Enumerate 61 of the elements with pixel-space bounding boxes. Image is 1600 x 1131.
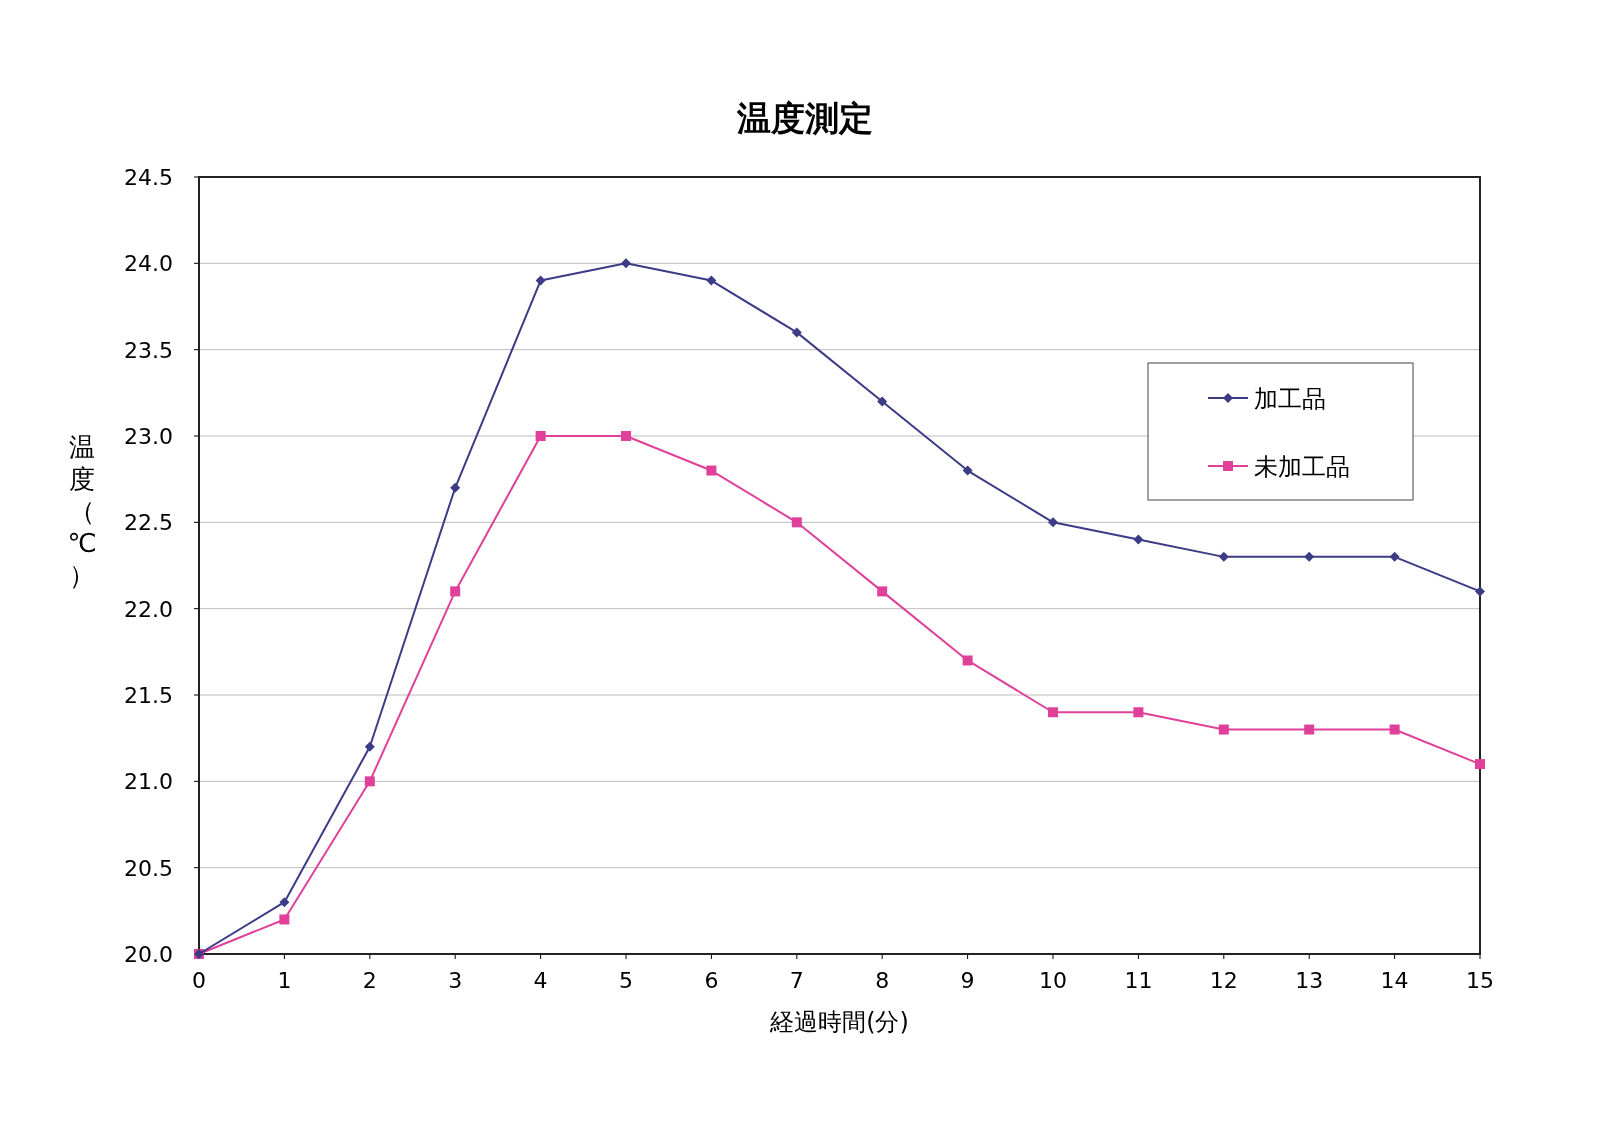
x-tick-label: 7	[789, 968, 804, 993]
point	[279, 914, 290, 925]
y-tick-label: 21.5	[124, 683, 173, 708]
point	[706, 275, 717, 286]
y-tick-label: 21.0	[124, 769, 173, 795]
x-tick-label: 9	[960, 968, 975, 993]
x-tick-label: 4	[533, 968, 548, 993]
y-tick-label: 23.0	[124, 424, 173, 449]
point	[1389, 551, 1400, 562]
point	[1048, 707, 1058, 718]
x-tick-label: 11	[1124, 968, 1153, 993]
x-tick-label: 12	[1209, 968, 1238, 993]
x-tick-label: 5	[619, 968, 633, 993]
y-tick-label: 24.0	[124, 251, 173, 277]
point	[1218, 724, 1229, 735]
point	[1133, 707, 1144, 718]
point	[962, 655, 973, 666]
point	[791, 327, 802, 338]
y-tick-label: 23.5	[124, 337, 173, 363]
point	[877, 586, 888, 597]
point	[621, 258, 631, 269]
chart-title: 温度測定	[736, 98, 873, 138]
y-tick-label: 22.0	[124, 596, 173, 622]
x-tick-label: 2	[362, 968, 377, 993]
x-tick-label: 6	[704, 968, 719, 993]
point	[1304, 724, 1315, 735]
point	[1475, 759, 1485, 770]
legend-label: 加工品	[1254, 385, 1326, 413]
y-tick-label: 20.5	[124, 855, 173, 881]
x-tick-label: 8	[875, 968, 890, 993]
y-tick-label: 20.0	[124, 942, 173, 967]
point	[1475, 586, 1485, 597]
point	[621, 431, 631, 441]
point	[1304, 551, 1315, 562]
point	[279, 897, 290, 908]
x-tick-label: 14	[1380, 968, 1409, 993]
y-tick-label: 24.5	[124, 165, 173, 190]
point	[1389, 724, 1400, 735]
point	[535, 431, 546, 441]
x-tick-label: 15	[1466, 968, 1494, 993]
legend-label: 未加工品	[1254, 453, 1350, 481]
point	[706, 465, 717, 476]
point	[364, 741, 375, 752]
point	[450, 482, 461, 493]
y-tick-label: 22.5	[124, 510, 173, 536]
point	[962, 465, 973, 476]
point	[877, 396, 888, 407]
x-tick-label: 0	[192, 968, 206, 993]
x-axis-title: 経過時間(分)	[769, 1008, 909, 1036]
point	[1048, 517, 1058, 528]
y-axis-title: 温度（℃）	[67, 431, 97, 590]
x-tick-label: 1	[277, 968, 292, 993]
point	[364, 776, 375, 787]
point	[1133, 534, 1144, 545]
point	[1218, 551, 1229, 562]
x-tick-label: 10	[1039, 968, 1067, 993]
x-tick-label: 13	[1295, 968, 1324, 993]
x-tick-label: 3	[448, 968, 463, 993]
point	[450, 586, 461, 597]
point	[535, 275, 546, 286]
point	[791, 517, 802, 528]
